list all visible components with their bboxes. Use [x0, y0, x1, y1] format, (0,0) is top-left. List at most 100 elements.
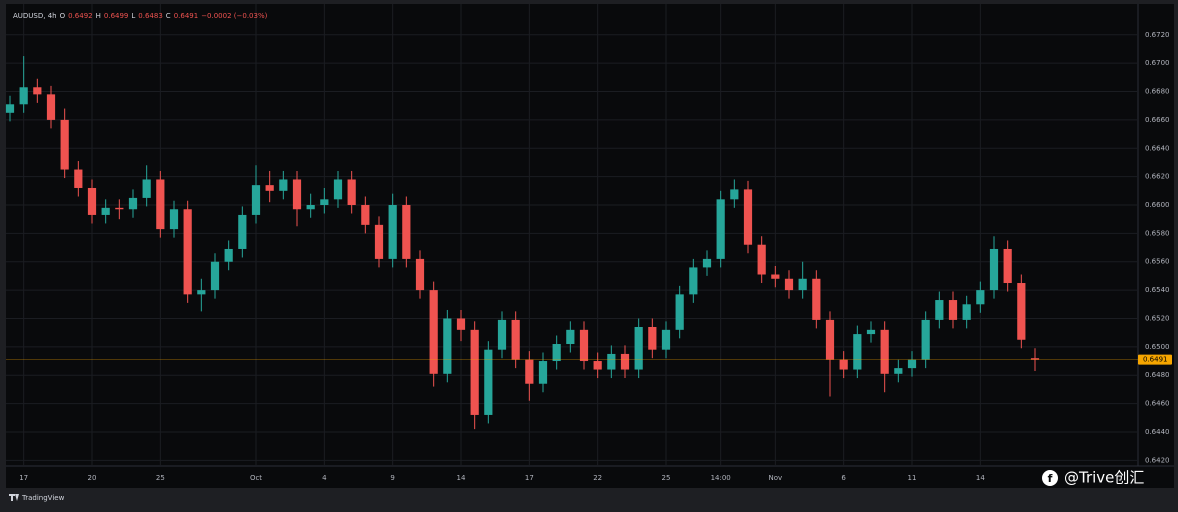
y-tick-label: 0.6520: [1145, 314, 1170, 322]
x-tick-label: 25: [156, 474, 165, 482]
candle-body: [128, 197, 138, 210]
candle-body: [19, 87, 28, 105]
header-part: H: [96, 12, 101, 20]
candle-body: [853, 334, 862, 370]
y-tick-label: 0.6440: [1145, 428, 1170, 436]
x-tick-label: 14: [457, 474, 466, 482]
candle-body: [224, 248, 233, 262]
header-part: −0.0002 (−0.03%): [201, 12, 267, 20]
y-tick-label: 0.6660: [1145, 116, 1170, 124]
x-tick-label: 14:00: [711, 474, 731, 482]
x-tick-label: 11: [908, 474, 917, 482]
candle-body: [115, 207, 124, 210]
candle-body: [566, 329, 575, 345]
candle-body: [470, 329, 479, 415]
candle-body: [60, 119, 69, 170]
candle-body: [74, 169, 83, 188]
candle-body: [894, 368, 903, 374]
candle-body: [607, 353, 616, 370]
watermark: @Trive创汇: [1064, 469, 1144, 487]
x-tick-label: 17: [525, 474, 534, 482]
candle-body: [771, 274, 780, 279]
y-tick-label: 0.6680: [1145, 88, 1170, 96]
chart-area: [6, 4, 1174, 488]
x-tick-label: 6: [841, 474, 846, 482]
candle-body: [456, 318, 466, 330]
candle-body: [101, 207, 110, 215]
y-tick-label: 0.6500: [1145, 343, 1170, 351]
brand-logo: [9, 494, 19, 501]
candle-body: [661, 329, 671, 350]
x-tick-label: Oct: [250, 474, 262, 482]
candle-body: [839, 359, 848, 370]
candle-body: [443, 318, 452, 374]
header-part: 0.6492: [68, 12, 93, 20]
grid: [6, 4, 1138, 466]
x-tick-label: 4: [322, 474, 327, 482]
candle-body: [935, 300, 944, 320]
candle-body: [579, 329, 589, 362]
candle-body: [620, 353, 630, 370]
watermark-icon-glyph: f: [1048, 472, 1053, 485]
y-tick-label: 0.6560: [1145, 258, 1170, 266]
labels: 0.6420 0.6440 0.6460 0.6480 0.6500 0.6520 0.65…: [19, 31, 1172, 482]
candle-body: [757, 244, 766, 275]
candle-body: [142, 179, 151, 198]
candle-body: [497, 319, 507, 350]
candle-body: [730, 189, 739, 200]
header: AUDUSD, 4h O 0.6492 H 0.6499 L 0.6483 C 0.6491 −0…: [13, 12, 268, 20]
candle-body: [197, 290, 206, 295]
candle-body: [361, 205, 370, 225]
x-tick-label: 9: [390, 474, 394, 482]
y-tick-label: 0.6460: [1145, 400, 1170, 408]
candle-body: [976, 290, 985, 305]
candle-body: [388, 205, 397, 259]
candle-body: [347, 179, 356, 206]
candle-body: [292, 179, 302, 210]
x-tick-label: 20: [88, 474, 97, 482]
candle-body: [689, 267, 698, 295]
y-tick-label: 0.6640: [1145, 144, 1170, 152]
y-tick-label: 0.6580: [1145, 229, 1170, 237]
candle-body: [812, 278, 821, 320]
candle-body: [251, 185, 261, 215]
candle-body: [825, 319, 835, 360]
candle-body: [880, 329, 889, 374]
candle-body: [702, 258, 712, 268]
candle-body: [402, 205, 411, 259]
candle-body: [593, 361, 602, 370]
header-part: C: [166, 12, 171, 20]
candle-body: [87, 187, 97, 215]
candle-body: [33, 87, 42, 95]
candle-body: [183, 209, 192, 295]
candle-body: [525, 359, 534, 384]
candle-body: [675, 294, 684, 330]
candle-body: [210, 261, 220, 291]
candle-body: [1017, 283, 1026, 340]
candle-body: [1030, 358, 1040, 360]
header-part: O: [60, 12, 66, 20]
x-tick-label: Nov: [768, 474, 782, 482]
header-part: AUDUSD, 4h: [13, 12, 57, 20]
y-tick-label: 0.6540: [1145, 286, 1170, 294]
candle-body: [538, 361, 548, 384]
candle-body: [238, 214, 247, 249]
candle-body: [415, 258, 425, 291]
last-price-tag: [1138, 354, 1172, 365]
candle-body: [46, 94, 56, 120]
candles: [5, 56, 1138, 430]
candle-body: [374, 224, 384, 259]
candle-body: [989, 248, 999, 291]
candle-body: [716, 199, 725, 259]
candle-body: [648, 326, 657, 350]
candle-body: [320, 199, 329, 206]
x-tick-label: 17: [19, 474, 28, 482]
y-tick-label: 0.6600: [1145, 201, 1170, 209]
candle-body: [169, 209, 179, 230]
brand: TradingView: [21, 494, 65, 502]
last-price-label: 0.6491: [1143, 356, 1168, 364]
candle-body: [333, 179, 343, 200]
y-tick-label: 0.6720: [1145, 31, 1170, 39]
candle-body: [279, 179, 288, 191]
